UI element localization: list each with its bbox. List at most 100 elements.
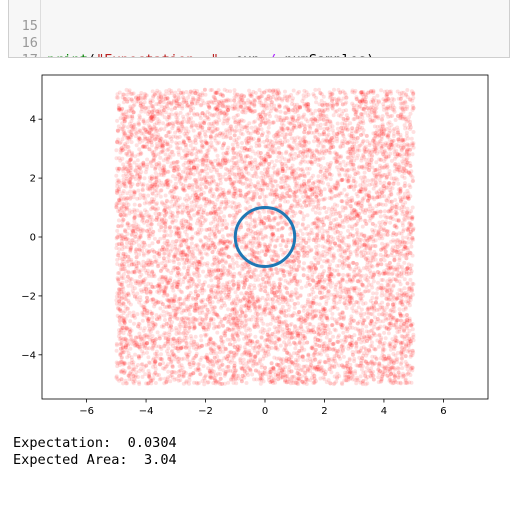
sample-point: [362, 334, 366, 339]
sample-point: [324, 260, 329, 265]
sample-point: [405, 209, 409, 214]
sample-point: [207, 144, 212, 149]
sample-point: [247, 296, 252, 301]
sample-point: [396, 238, 401, 243]
sample-point: [285, 248, 290, 253]
sample-point: [388, 313, 393, 318]
sample-point: [158, 150, 163, 155]
sample-point: [289, 153, 294, 158]
sample-point: [221, 368, 226, 373]
sample-point: [293, 194, 298, 199]
sample-point: [132, 321, 136, 326]
sample-point: [370, 285, 375, 290]
sample-point: [262, 171, 267, 176]
sample-point: [224, 244, 229, 249]
sample-point: [296, 333, 301, 338]
sample-point: [381, 319, 386, 324]
sample-point: [139, 272, 144, 277]
sample-point: [224, 201, 229, 206]
sample-point: [305, 276, 310, 281]
sample-point: [248, 178, 253, 183]
sample-point: [328, 189, 333, 194]
sample-point: [358, 348, 363, 353]
sample-point: [181, 141, 185, 146]
sample-point: [178, 240, 183, 245]
sample-point: [222, 214, 227, 219]
sample-point: [213, 202, 218, 207]
sample-point: [196, 345, 201, 350]
sample-point: [326, 282, 331, 287]
sample-point: [145, 186, 150, 191]
sample-point: [312, 351, 317, 356]
sample-point: [225, 117, 230, 122]
sample-point: [381, 254, 386, 259]
sample-point: [270, 183, 275, 188]
sample-point: [119, 289, 124, 294]
sample-point: [315, 138, 320, 143]
sample-point: [291, 88, 296, 93]
sample-point: [126, 327, 131, 332]
sample-point: [162, 241, 167, 245]
sample-point: [179, 155, 184, 160]
sample-point: [317, 351, 322, 356]
sample-point: [206, 148, 211, 153]
sample-point: [312, 130, 317, 135]
sample-point: [407, 380, 412, 385]
sample-point: [313, 108, 318, 113]
sample-point: [275, 238, 280, 243]
sample-point: [212, 229, 216, 234]
sample-point: [334, 321, 339, 326]
sample-point: [386, 253, 391, 258]
sample-point: [395, 89, 400, 94]
sample-point: [292, 305, 297, 310]
sample-point: [118, 193, 123, 198]
sample-point: [271, 280, 276, 285]
sample-point: [290, 129, 295, 133]
sample-point: [220, 157, 225, 162]
sample-point: [364, 93, 369, 98]
sample-point: [148, 125, 153, 130]
sample-point: [341, 159, 346, 164]
sample-point: [270, 315, 275, 320]
sample-point: [307, 249, 312, 254]
sample-point: [209, 290, 214, 295]
code-cell[interactable]: 15 16 print("Expectation: ", exp / numSa…: [8, 0, 510, 58]
sample-point: [153, 129, 158, 134]
sample-point: [287, 95, 292, 100]
sample-point: [278, 109, 283, 114]
sample-point: [316, 184, 321, 188]
sample-point: [404, 162, 409, 167]
sample-point: [142, 326, 147, 331]
sample-point: [395, 167, 400, 172]
sample-point: [176, 152, 181, 157]
sample-point: [236, 282, 241, 287]
sample-point: [339, 290, 344, 295]
sample-point: [266, 172, 271, 177]
sample-point: [297, 263, 302, 268]
sample-point: [341, 315, 346, 320]
sample-point: [376, 380, 381, 385]
sample-point: [286, 308, 291, 312]
sample-point: [174, 229, 179, 234]
sample-point: [186, 317, 191, 322]
sample-point: [368, 236, 373, 241]
sample-point: [171, 336, 176, 341]
sample-point: [186, 260, 191, 265]
sample-point: [125, 167, 129, 172]
sample-point: [191, 106, 196, 111]
sample-point: [182, 148, 186, 153]
sample-point: [205, 151, 210, 156]
sample-point: [341, 330, 346, 335]
sample-point: [395, 350, 400, 355]
sample-point: [246, 98, 251, 103]
code-token: /: [268, 52, 276, 57]
sample-point: [172, 186, 177, 191]
sample-point: [360, 337, 365, 342]
sample-point: [203, 333, 208, 338]
sample-point: [211, 311, 216, 316]
sample-point: [134, 143, 139, 148]
sample-point: [249, 125, 254, 130]
sample-point: [275, 131, 279, 135]
sample-point: [379, 378, 384, 383]
sample-point: [226, 368, 231, 373]
